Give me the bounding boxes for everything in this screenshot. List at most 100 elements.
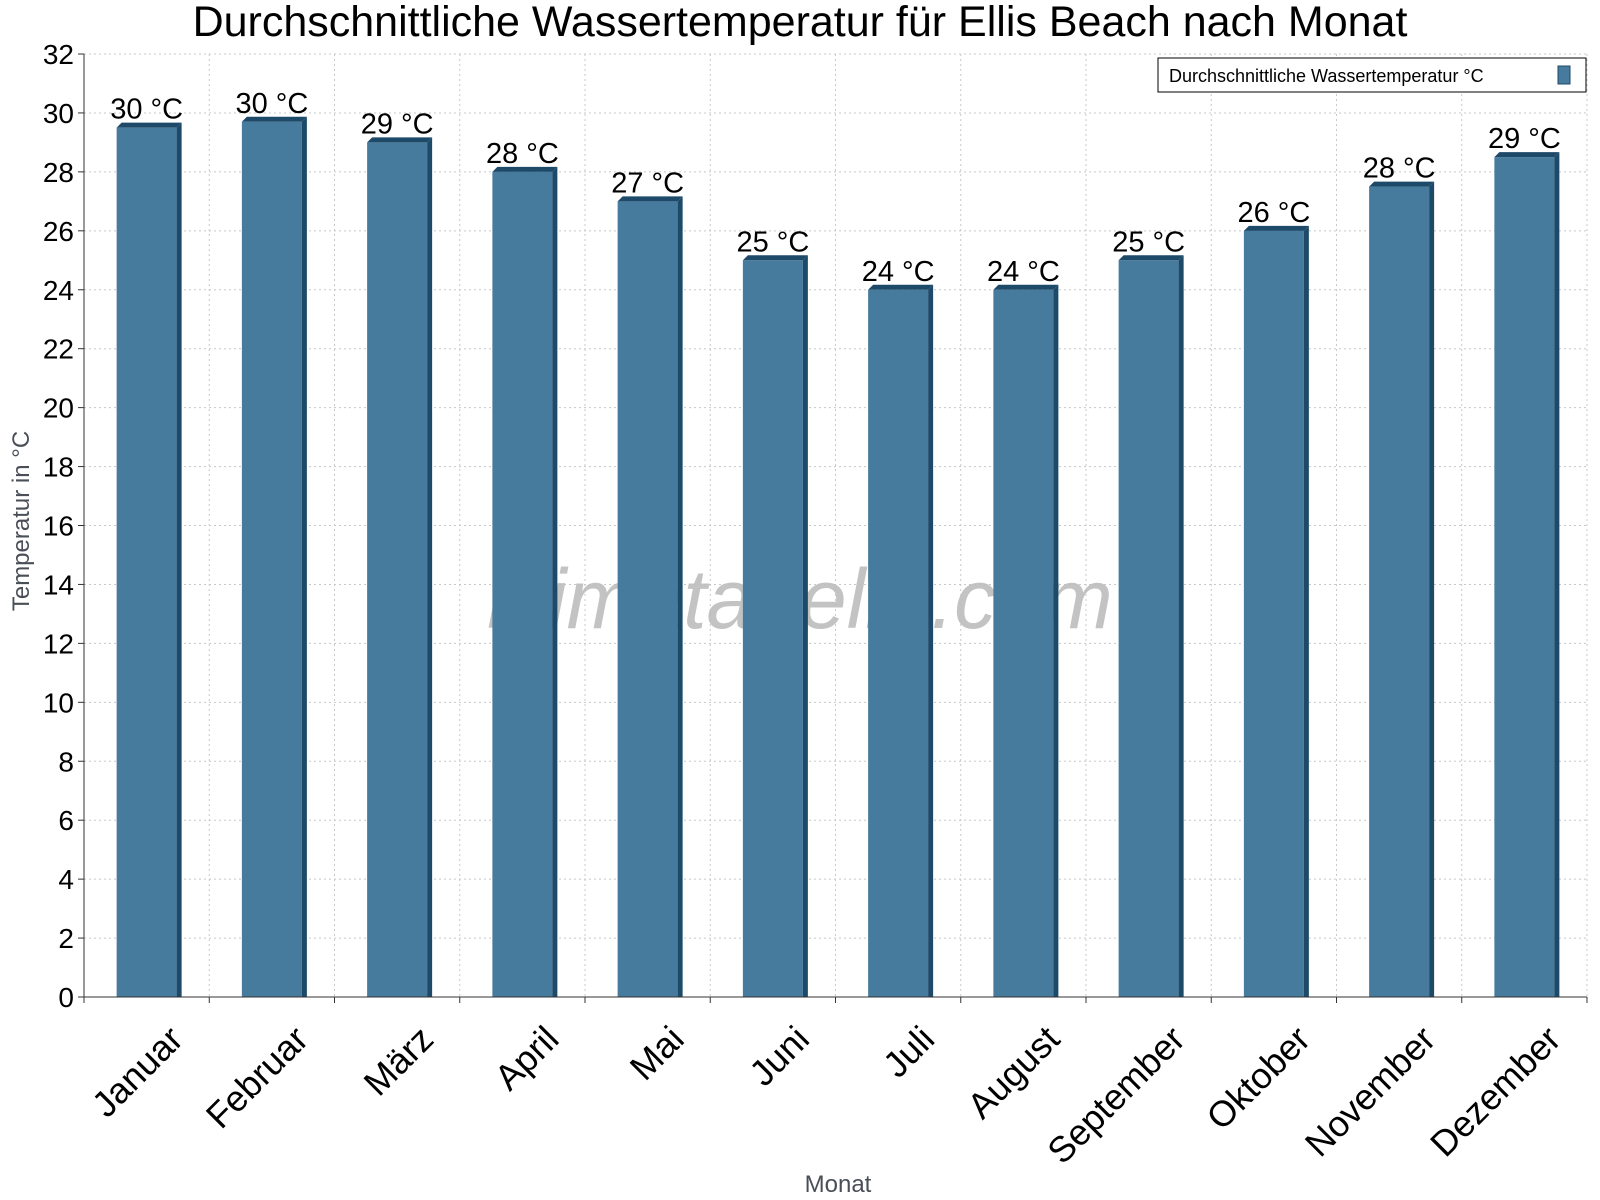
data-labels: 30 °C 30 °C 29 °C 28 °C 27 °C 25 °C 24 °C 24 °C… xyxy=(110,88,1561,288)
y-tick-label: 30 xyxy=(43,98,74,129)
bar-face xyxy=(116,127,177,997)
x-tick-label: Dezember xyxy=(1422,1018,1568,1164)
y-tick-label: 18 xyxy=(43,452,74,483)
y-tick-label: 6 xyxy=(58,805,74,836)
bar-side xyxy=(1303,225,1309,997)
x-tick-label: November xyxy=(1297,1018,1443,1164)
y-tick-label: 2 xyxy=(58,923,74,954)
y-tick-label: 20 xyxy=(43,393,74,424)
data-label: 28 °C xyxy=(486,138,559,170)
bar-side xyxy=(802,255,808,997)
bar-side xyxy=(1554,152,1560,997)
chart-title: Durchschnittliche Wassertemperatur für E… xyxy=(193,0,1408,46)
data-label: 24 °C xyxy=(987,256,1060,288)
grid xyxy=(84,53,1588,997)
bar-top xyxy=(241,116,307,122)
legend-label: Durchschnittliche Wassertemperatur °C xyxy=(1169,66,1484,86)
bar-side xyxy=(677,196,683,997)
bars xyxy=(116,116,1560,997)
bar-side xyxy=(176,122,182,997)
bar-face xyxy=(742,260,803,997)
bar-face xyxy=(868,289,929,997)
bar-top xyxy=(1243,225,1309,231)
data-label: 28 °C xyxy=(1363,153,1436,185)
y-tick-label: 32 xyxy=(43,39,74,70)
bar-face xyxy=(492,171,553,997)
y-tick-label: 4 xyxy=(58,864,74,895)
bar-face xyxy=(1118,260,1179,997)
bar xyxy=(492,166,558,997)
x-tick-label: September xyxy=(1039,1018,1193,1172)
bar-top xyxy=(993,284,1059,290)
data-label: 30 °C xyxy=(235,88,308,120)
bar xyxy=(367,137,433,997)
bar-face xyxy=(1494,157,1555,997)
y-tick-label: 14 xyxy=(43,569,74,600)
x-tick-label: August xyxy=(959,1018,1067,1126)
bar xyxy=(868,284,934,997)
y-tick-label: 10 xyxy=(43,687,74,718)
bar-face xyxy=(367,142,428,997)
bar-top xyxy=(116,122,182,128)
bar-side xyxy=(552,166,558,997)
bar-top xyxy=(492,166,558,172)
x-tick-label: Februar xyxy=(198,1018,316,1136)
x-tick-label: April xyxy=(486,1018,566,1098)
bar xyxy=(742,255,808,997)
bar-face xyxy=(1243,230,1304,997)
data-label: 25 °C xyxy=(1112,226,1185,258)
bar-face xyxy=(1369,186,1430,997)
bar-top xyxy=(1369,181,1435,187)
x-tick-label: Juni xyxy=(741,1018,817,1094)
x-tick-label: Januar xyxy=(84,1018,191,1125)
legend: Durchschnittliche Wassertemperatur °C xyxy=(1157,57,1587,93)
bar-side xyxy=(1053,284,1059,997)
y-tick-label: 26 xyxy=(43,216,74,247)
bar-side xyxy=(427,137,433,997)
x-tick-label: Juli xyxy=(875,1018,942,1085)
y-tick-label: 12 xyxy=(43,628,74,659)
bar-top xyxy=(367,137,433,143)
bar xyxy=(1369,181,1435,997)
y-axis-label: Temperatur in °C xyxy=(8,431,35,611)
bar-top xyxy=(742,255,808,261)
bar xyxy=(617,196,683,997)
bar-face xyxy=(617,201,678,997)
data-label: 24 °C xyxy=(862,256,935,288)
bar-side xyxy=(928,284,934,997)
data-label: 29 °C xyxy=(361,108,434,140)
data-label: 26 °C xyxy=(1237,197,1310,229)
bar xyxy=(1118,255,1184,997)
legend-swatch xyxy=(1557,65,1571,85)
data-label: 25 °C xyxy=(736,226,809,258)
bar-top xyxy=(868,284,934,290)
y-tick-label: 28 xyxy=(43,157,74,188)
bar xyxy=(993,284,1059,997)
bar-side xyxy=(1429,181,1435,997)
bar-top xyxy=(617,196,683,202)
bar-top xyxy=(1118,255,1184,261)
bar-face xyxy=(241,121,302,997)
y-tick-label: 24 xyxy=(43,275,74,306)
bar-side xyxy=(1178,255,1184,997)
data-label: 29 °C xyxy=(1488,123,1561,155)
x-axis-label: Monat xyxy=(805,1171,872,1198)
bar xyxy=(1243,225,1309,997)
x-tick-label: Mai xyxy=(622,1018,692,1088)
bar xyxy=(116,122,182,997)
bar-face xyxy=(993,289,1054,997)
legend-box xyxy=(1157,57,1587,93)
y-tick-label: 22 xyxy=(43,334,74,365)
bar xyxy=(1494,152,1560,997)
y-tick-label: 0 xyxy=(58,982,74,1013)
y-tick-label: 16 xyxy=(43,511,74,542)
bar-top xyxy=(1494,152,1560,158)
bar xyxy=(241,116,307,997)
x-tick-label: Oktober xyxy=(1198,1018,1318,1138)
data-label: 30 °C xyxy=(110,94,183,126)
x-tick-label: März xyxy=(356,1018,442,1104)
bar-side xyxy=(301,116,307,997)
data-label: 27 °C xyxy=(611,167,684,199)
